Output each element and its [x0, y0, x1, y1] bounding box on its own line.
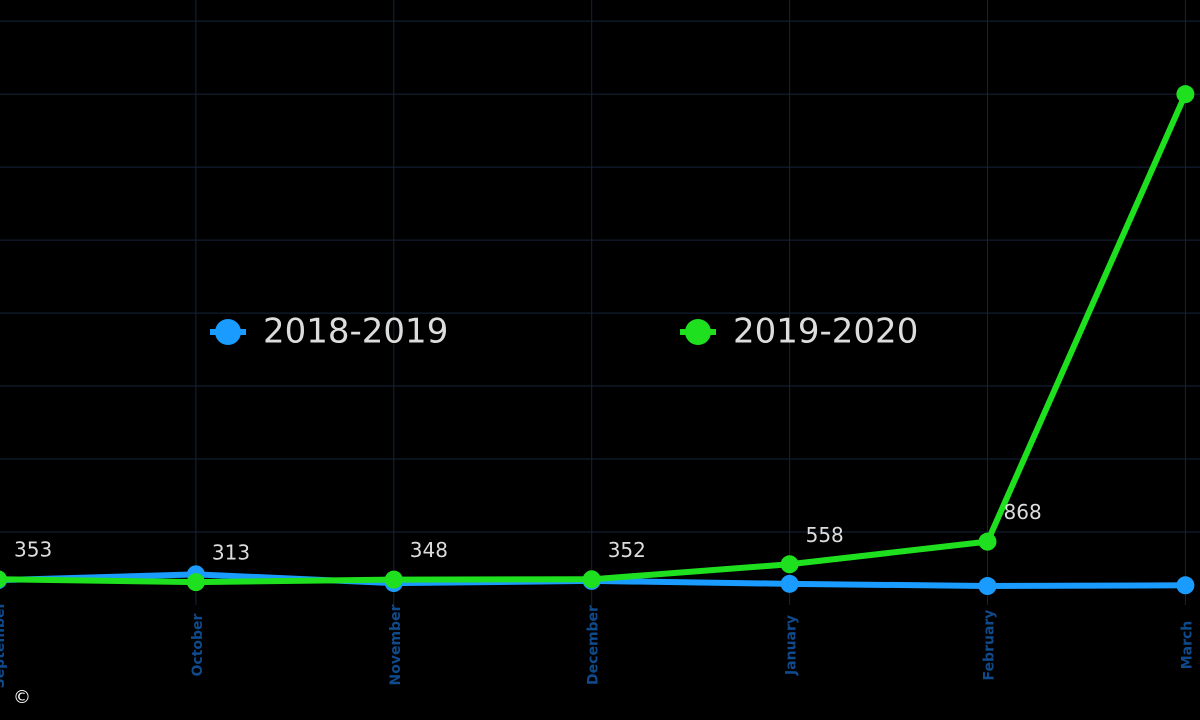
- x-tick-label: November: [388, 604, 404, 685]
- x-tick-label: December: [586, 605, 602, 685]
- x-tick-label: January: [784, 615, 800, 676]
- data-label: 868: [1004, 500, 1042, 524]
- data-label: 348: [410, 538, 448, 562]
- legend-label: 2019-2020: [733, 312, 918, 352]
- point: [978, 532, 997, 551]
- point: [780, 574, 799, 593]
- data-label: 353: [14, 538, 52, 562]
- x-tick-label: September: [0, 602, 8, 689]
- point: [1176, 576, 1195, 595]
- legend-label: 2018-2019: [263, 312, 448, 352]
- legend-marker: [215, 319, 241, 345]
- legend-marker: [685, 319, 711, 345]
- point: [186, 573, 205, 592]
- point: [1176, 85, 1195, 104]
- x-tick-label: February: [982, 610, 998, 681]
- data-label: 313: [212, 541, 250, 565]
- point: [780, 555, 799, 574]
- point: [0, 570, 7, 589]
- x-tick-label: March: [1179, 621, 1195, 670]
- point: [978, 577, 997, 596]
- x-tick-label: October: [190, 613, 206, 676]
- copyright: ©: [13, 687, 31, 708]
- data-label: 352: [608, 538, 646, 562]
- data-label: 558: [806, 523, 844, 547]
- point: [582, 570, 601, 589]
- point: [384, 570, 403, 589]
